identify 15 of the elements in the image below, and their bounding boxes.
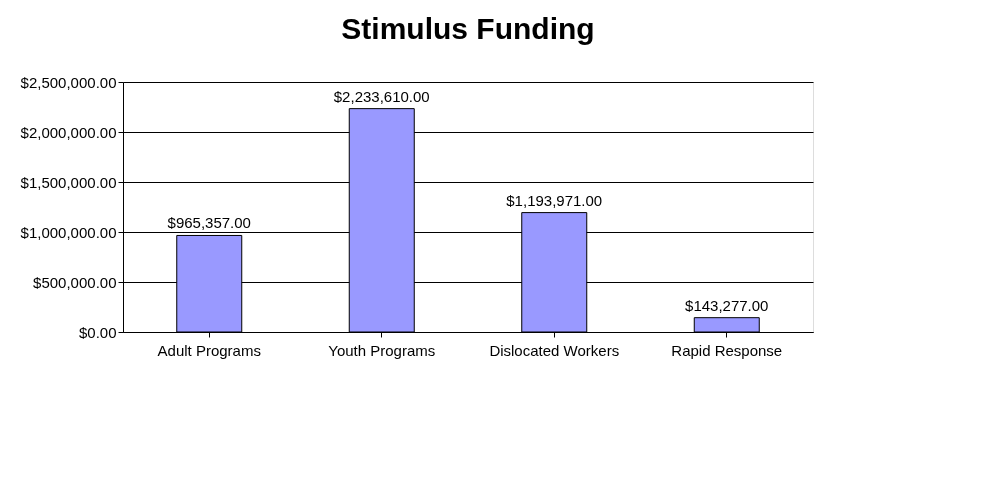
data-label: $1,193,971.00 [506,191,603,209]
y-tick-label: $1,500,000.00 [20,173,117,191]
y-tick-label: $0.00 [78,323,117,341]
y-tick-label: $2,000,000.00 [20,123,117,141]
data-label: $965,357.00 [167,214,251,232]
x-tick-label: Adult Programs [157,341,261,359]
y-tick-label: $500,000.00 [33,273,117,291]
data-label: $2,233,610.00 [333,87,430,105]
x-tick-label: Youth Programs [328,341,436,359]
x-tick-label: Rapid Response [671,341,783,359]
y-tick-label: $2,500,000.00 [20,73,117,91]
x-tick-label: Dislocated Workers [489,341,620,359]
y-tick-label: $1,000,000.00 [20,223,117,241]
data-label: $143,277.00 [685,296,769,314]
chart-title: Stimulus Funding [341,12,595,45]
